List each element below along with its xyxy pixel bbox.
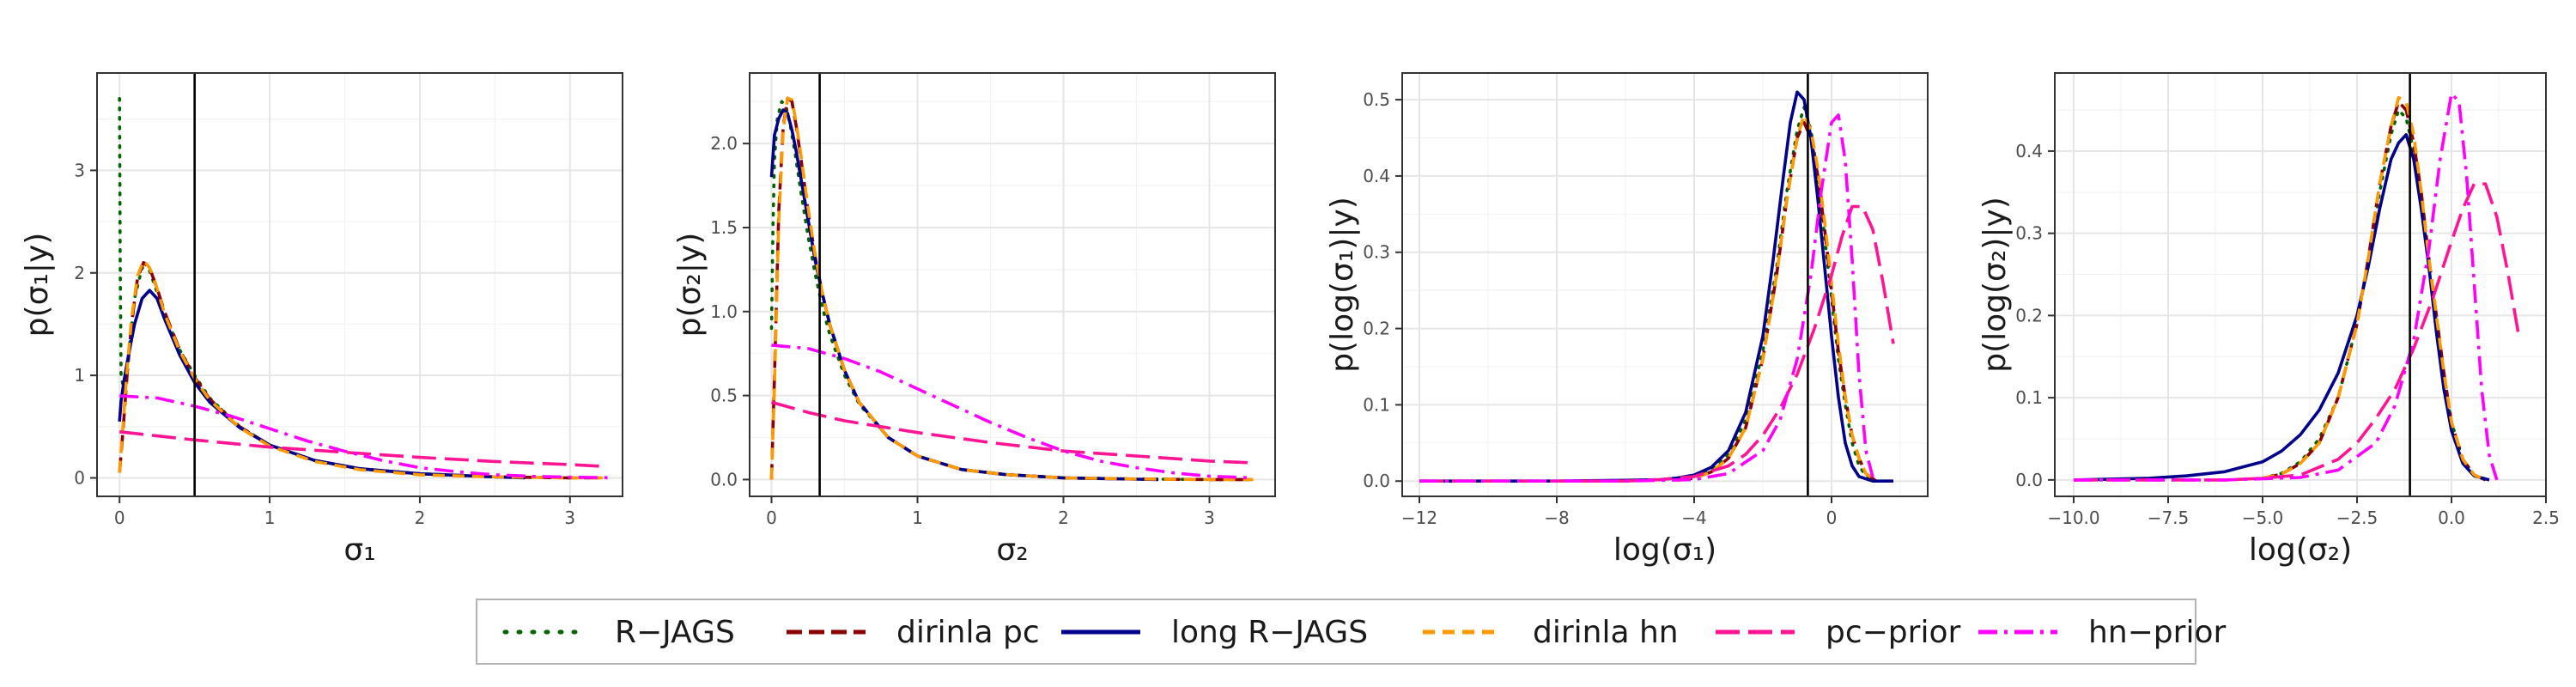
legend-label: long R−JAGS [1171,615,1368,650]
plot-background [1402,73,1928,496]
panel-border [749,72,1276,497]
legend: R−JAGS dirinla pc long R−JAGS dirinla hn pc−… [476,599,2226,665]
panel-border [96,72,623,497]
x-tick-label: 2.5 [2532,508,2560,528]
y-tick-label: 1.0 [710,301,738,322]
panel-border [1401,72,1929,497]
y-tick-label: 1 [74,365,85,386]
x-tick-label: 3 [1204,508,1215,528]
panel-border [2054,72,2547,497]
x-tick-label: −8 [1544,508,1569,528]
panel-3: −12 −8 −4 0 0.0 0.1 0.2 0.3 0.4 0.5 log(σ₁) p(log(σ… [1325,72,1929,568]
y-tick-label: 0.0 [2015,470,2043,490]
x-axis-title: σ₁ [343,532,375,568]
series-line-pc-prior [1419,204,1895,483]
legend-label: pc−prior [1826,615,1960,650]
series-lines [118,97,608,480]
x-axis-title: log(σ₂) [2249,532,2352,568]
x-tick-label: −2.5 [2336,508,2379,528]
x-tick-label: −10.0 [2047,508,2099,528]
y-tick-label: 0.0 [1363,471,1390,491]
panel-4: −10.0 −7.5 −5.0 −2.5 0.0 2.5 0.0 0.1 0.2 0.3 0.4 lo… [1978,72,2560,568]
series-line-pc-prior [119,430,608,469]
series-line-long-r-jags [2073,133,2490,482]
x-tick-label: 2 [415,508,426,528]
series-line-hn-prior [771,344,1254,480]
x-tick-label: 1 [912,508,923,528]
y-axis-title: p(log(σ₂)|y) [1978,197,2013,373]
x-axis-title: log(σ₁) [1613,532,1716,568]
series-line-hn-prior [2074,92,2499,482]
series-line-hn-prior [119,394,608,479]
x-tick-label: 2 [1058,508,1069,528]
y-axis-title: p(σ₁|y) [20,233,55,337]
y-tick-label: 0.1 [1363,394,1390,415]
x-tick-label: −5.0 [2242,508,2284,528]
series-line-dirinla-hn [769,96,1254,482]
y-tick-label: 2 [74,263,85,283]
series-lines [2073,92,2521,482]
x-tick-label: −7.5 [2148,508,2190,528]
series-line-dirinla-pc [2262,100,2487,482]
panel-1: 0 1 2 3 0 1 2 3 σ₁ p(σ₁|y) [20,72,623,568]
y-tick-label: 0.4 [2015,141,2043,161]
y-tick-label: 0.2 [1363,319,1390,339]
legend-label: dirinla pc [896,615,1040,650]
x-tick-label: 3 [564,508,575,528]
series-line-dirinla-hn [118,258,608,480]
y-tick-label: 0.5 [710,386,738,406]
x-tick-label: 0 [766,508,777,528]
grid [97,73,623,496]
y-tick-label: 0.3 [2015,223,2043,244]
y-tick-label: 0.1 [2015,387,2043,408]
y-tick-label: 1.5 [710,217,738,238]
y-tick-label: 3 [74,160,85,180]
y-tick-label: 0.3 [1363,242,1390,263]
series-line-hn-prior [1419,113,1874,483]
y-tick-label: 0 [74,468,85,489]
series-line-long-r-jags [1419,90,1893,483]
y-tick-label: 0.4 [1363,166,1390,186]
x-tick-label: −12 [1401,508,1437,528]
series-line-r-jags [2261,108,2488,482]
x-tick-label: 0 [114,508,125,528]
y-tick-label: 0.0 [710,469,738,489]
legend-label: dirinla hn [1533,615,1679,650]
y-axis-title: p(log(σ₁)|y) [1325,197,1360,373]
series-line-pc-prior [2074,182,2521,482]
x-tick-label: 0.0 [2438,508,2465,528]
y-tick-label: 0.2 [2015,305,2043,325]
x-tick-label: 1 [264,508,276,528]
y-tick-label: 0.5 [1363,89,1390,110]
x-tick-label: 0 [1826,508,1838,528]
legend-label: R−JAGS [615,615,735,650]
x-axis-title: σ₂ [996,532,1028,568]
legend-box [476,599,2196,665]
grid [1402,73,1928,496]
panel-2: 0 1 2 3 0.0 0.5 1.0 1.5 2.0 σ₂ p(σ₂|y) [672,72,1276,568]
x-tick-label: −4 [1681,508,1706,528]
legend-label: hn−prior [2088,615,2226,650]
plot-background [97,73,623,496]
y-tick-label: 2.0 [710,133,738,154]
y-axis-title: p(σ₂|y) [672,233,708,337]
